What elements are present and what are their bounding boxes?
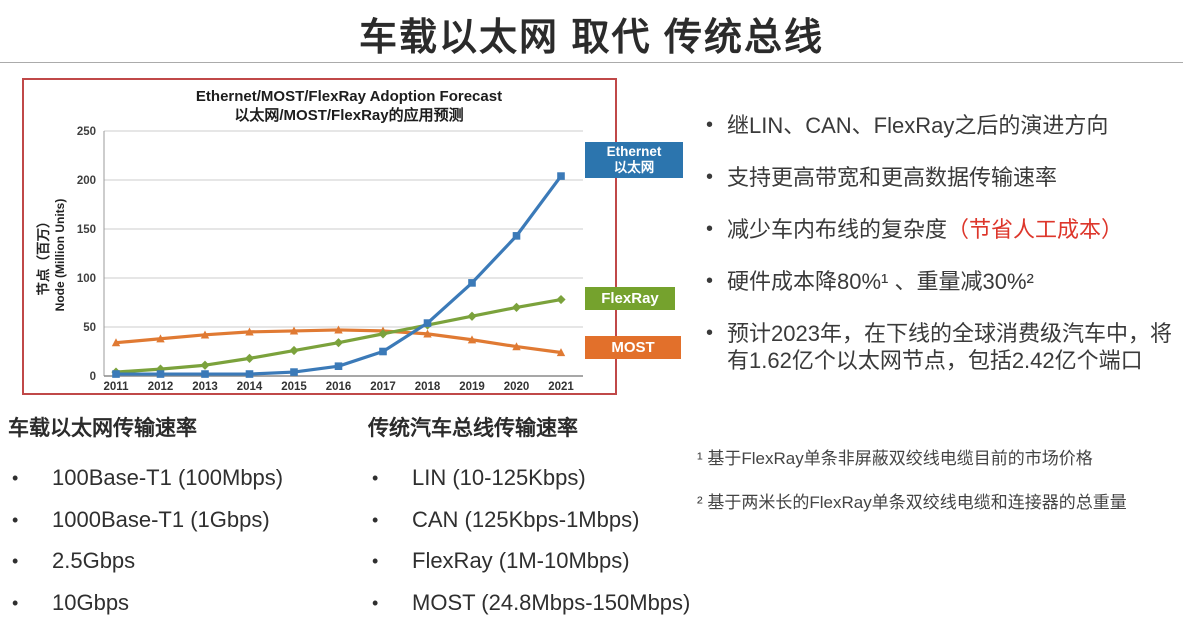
- svg-text:250: 250: [77, 126, 96, 138]
- list-item: 2.5Gbps: [8, 549, 353, 574]
- legend-flexray-label: FlexRay: [601, 290, 659, 307]
- svg-text:200: 200: [77, 175, 96, 187]
- svg-text:2021: 2021: [548, 381, 574, 393]
- benefits-bullet-list: 继LIN、CAN、FlexRay之后的演进方向 支持更高带宽和更高数据传输速率 …: [706, 112, 1183, 399]
- title-divider: [0, 62, 1183, 63]
- svg-text:2020: 2020: [504, 381, 530, 393]
- list-item: MOST (24.8Mbps-150Mbps): [368, 590, 698, 615]
- list-item: 1000Base-T1 (1Gbps): [8, 507, 353, 532]
- svg-text:100: 100: [77, 273, 96, 285]
- svg-text:2018: 2018: [415, 381, 441, 393]
- bullet-evolution: 继LIN、CAN、FlexRay之后的演进方向: [706, 112, 1179, 139]
- list-item: LIN (10-125Kbps): [368, 466, 698, 491]
- legacy-bus-speed-list: 传统汽车总线传输速率 LIN (10-125Kbps) CAN (125Kbps…: [368, 412, 698, 617]
- legend-ethernet: Ethernet 以太网: [585, 142, 683, 179]
- svg-text:2016: 2016: [326, 381, 352, 393]
- svg-text:2019: 2019: [459, 381, 485, 393]
- legend-ethernet-label-cn: 以太网: [613, 160, 655, 176]
- svg-text:2014: 2014: [237, 381, 263, 393]
- chart-title: Ethernet/MOST/FlexRay Adoption Forecast: [195, 88, 503, 105]
- chart-titles: Ethernet/MOST/FlexRay Adoption Forecast …: [59, 88, 639, 126]
- svg-text:50: 50: [83, 322, 96, 334]
- ethernet-speed-header: 车载以太网传输速率: [8, 417, 197, 440]
- svg-text:2012: 2012: [148, 381, 174, 393]
- legacy-bus-speed-header: 传统汽车总线传输速率: [368, 417, 578, 440]
- page-title: 车载以太网 取代 传统总线: [358, 17, 825, 59]
- bullet-forecast-2023: 预计2023年，在下线的全球消费级汽车中，将有1.62亿个以太网节点，包括2.4…: [706, 320, 1179, 374]
- chart-subtitle: 以太网/MOST/FlexRay的应用预测: [234, 106, 464, 124]
- legacy-bus-speed-items: LIN (10-125Kbps) CAN (125Kbps-1Mbps) Fle…: [368, 466, 698, 615]
- legend-ethernet-label: Ethernet: [606, 144, 662, 159]
- footnote-1: ¹ 基于FlexRay单条非屏蔽双绞线电缆目前的市场价格: [697, 449, 1093, 468]
- ethernet-speed-list: 车载以太网传输速率 100Base-T1 (100Mbps) 1000Base-…: [8, 412, 353, 617]
- bullet-wiring-highlight: （节省人工成本）: [947, 217, 1124, 242]
- list-item: 10Gbps: [8, 590, 353, 615]
- svg-text:2011: 2011: [104, 381, 130, 393]
- bullet-cost-weight: 硬件成本降80%¹ 、重量减30%²: [706, 268, 1179, 295]
- ethernet-speed-items: 100Base-T1 (100Mbps) 1000Base-T1 (1Gbps)…: [8, 466, 353, 615]
- legend-most-label: MOST: [611, 339, 655, 356]
- svg-text:150: 150: [77, 224, 96, 236]
- legend-flexray: FlexRay: [585, 287, 675, 310]
- chart-svg: 0 50 100 150 200 250 2011 2012 2013 2014 2015 2016 2…: [77, 126, 583, 393]
- svg-text:0: 0: [90, 371, 96, 383]
- svg-text:2017: 2017: [370, 381, 396, 393]
- list-item: 100Base-T1 (100Mbps): [8, 466, 353, 491]
- list-item: FlexRay (1M-10Mbps): [368, 549, 698, 574]
- svg-text:2015: 2015: [281, 381, 307, 393]
- bullet-bandwidth: 支持更高带宽和更高数据传输速率: [706, 164, 1179, 191]
- legend-most: MOST: [585, 336, 681, 359]
- svg-text:2013: 2013: [192, 381, 218, 393]
- bullet-wiring: 减少车内布线的复杂度（节省人工成本）: [706, 216, 1179, 243]
- footnote-2: ² 基于两米长的FlexRay单条双绞线电缆和连接器的总重量: [697, 493, 1127, 512]
- list-item: CAN (125Kbps-1Mbps): [368, 507, 698, 532]
- chart-panel: Ethernet/MOST/FlexRay Adoption Forecast …: [22, 78, 683, 395]
